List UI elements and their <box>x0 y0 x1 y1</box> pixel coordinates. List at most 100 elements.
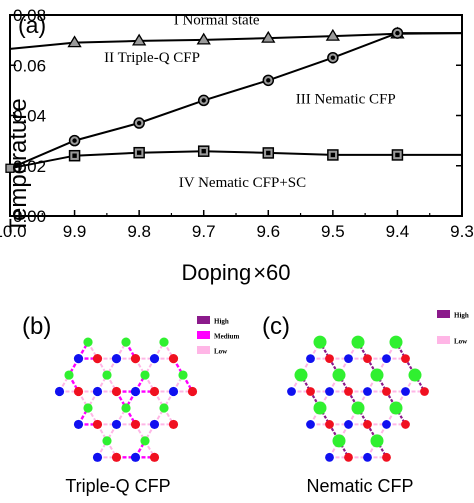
lattice-site <box>54 386 65 397</box>
lattice-site <box>92 354 103 364</box>
lattice-site <box>382 420 391 429</box>
lattice-site <box>382 387 391 396</box>
lattice-site <box>168 386 179 397</box>
triangle-marker <box>67 35 82 48</box>
start-marker <box>5 163 15 173</box>
lattice-site <box>130 354 141 364</box>
lattice-site <box>73 386 84 397</box>
square-marker-core <box>266 150 271 156</box>
y-tick-label: 0.00 <box>13 207 46 226</box>
plot-series <box>5 26 463 173</box>
lattice-site <box>73 419 84 430</box>
legend-b: High Medium Low <box>197 316 239 356</box>
lattice-site <box>332 434 346 448</box>
panel-b-caption: Triple-Q CFP <box>65 476 170 496</box>
lattice-site <box>102 370 112 380</box>
lattice-site <box>363 354 372 364</box>
square-marker-core <box>201 148 206 154</box>
lattice-site <box>408 368 422 382</box>
legend-label: Low <box>214 348 228 356</box>
x-tick-label: 9.3 <box>450 222 474 241</box>
lattice-site <box>313 335 327 349</box>
lattice-site <box>306 387 315 396</box>
lattice-site <box>389 401 403 415</box>
lattice-site <box>344 387 353 396</box>
series-line-circle <box>9 32 462 170</box>
phase-label: II Triple-Q CFP <box>104 50 200 66</box>
lattice-site <box>121 403 131 413</box>
panel-b-lattice: (b) High Medium Low Triple-Q CFP <box>22 313 239 496</box>
x-tick-label: 9.5 <box>321 222 345 241</box>
legend-c: High Low <box>437 310 469 346</box>
phase-annotations: I Normal state II Triple-Q CFP III Nematic… <box>104 12 396 191</box>
lattice-site <box>168 419 179 430</box>
legend-label: High <box>214 318 229 326</box>
lattice-site <box>168 354 179 364</box>
panel-a-chart: 10.0 9.9 9.8 9.7 9.6 9.5 9.4 9.3 0.00 0.02 0.04 0.0… <box>0 6 474 285</box>
panel-b-label: (b) <box>22 313 51 340</box>
legend-swatch <box>197 316 210 324</box>
lattice-site <box>351 401 365 415</box>
x-tick-label: 9.7 <box>192 222 216 241</box>
lattice-site <box>149 452 160 462</box>
triangle-marker <box>131 33 147 46</box>
lattice-site <box>294 368 308 382</box>
circle-marker-core <box>136 120 142 126</box>
lattice-site <box>344 420 353 429</box>
lattice-site <box>102 436 112 446</box>
lattice-site <box>130 452 141 462</box>
lattice-site <box>149 419 160 430</box>
y-tick-label: 0.04 <box>13 107 46 126</box>
y-axis-title: Temperature <box>5 98 32 233</box>
legend-label: Low <box>454 338 468 346</box>
triangle-marker <box>325 28 341 41</box>
phase-label: IV Nematic CFP+SC <box>179 175 306 191</box>
square-marker-core <box>330 152 336 158</box>
lattice-site <box>92 419 103 430</box>
lattice-site <box>306 354 315 364</box>
lattice-site <box>130 419 141 430</box>
lattice-site <box>401 354 410 364</box>
square-marker-core <box>136 150 142 155</box>
circle-marker-core <box>201 98 206 103</box>
lattice-site <box>420 387 429 396</box>
panel-c-label: (c) <box>262 313 290 340</box>
lattice-site <box>111 354 122 364</box>
series-line-square <box>9 150 462 170</box>
y-tick-label: 0.06 <box>13 56 46 75</box>
x-axis-title-text: Doping <box>181 260 251 285</box>
lattice-site <box>382 354 391 364</box>
lattice-site <box>363 420 372 429</box>
lattice-site <box>130 386 141 397</box>
legend-label: High <box>454 312 469 320</box>
x-tick-label: 9.4 <box>386 222 410 241</box>
lattice-b <box>54 337 198 462</box>
triangle-marker <box>261 30 276 43</box>
phase-label: III Nematic CFP <box>296 91 396 107</box>
lattice-site <box>382 452 391 462</box>
x-tick-label: 9.6 <box>256 222 280 241</box>
square-marker-core <box>72 153 77 158</box>
lattice-site <box>92 452 103 462</box>
circle-marker-core <box>266 78 271 83</box>
axis-ticks: 10.0 9.9 9.8 9.7 9.6 9.5 9.4 9.3 0.00 0.02 0.04 0.0… <box>0 6 474 241</box>
lattice-site <box>111 452 122 462</box>
legend-swatch <box>197 331 210 339</box>
x-tick-label: 10.0 <box>0 222 27 241</box>
legend-label: Medium <box>214 333 239 341</box>
lattice-site <box>121 337 131 347</box>
site-layer <box>287 335 429 462</box>
lattice-site <box>178 370 188 380</box>
lattice-site <box>140 370 150 380</box>
phase-label: I Normal state <box>174 12 260 28</box>
triangle-marker <box>196 32 211 45</box>
lattice-site <box>83 337 93 347</box>
lattice-site <box>149 386 160 397</box>
lattice-site <box>111 386 122 397</box>
x-axis-factor: ×60 <box>253 260 290 285</box>
lattice-site <box>370 434 384 448</box>
lattice-site <box>325 387 334 396</box>
lattice-site <box>187 386 198 397</box>
lattice-site <box>73 354 84 364</box>
